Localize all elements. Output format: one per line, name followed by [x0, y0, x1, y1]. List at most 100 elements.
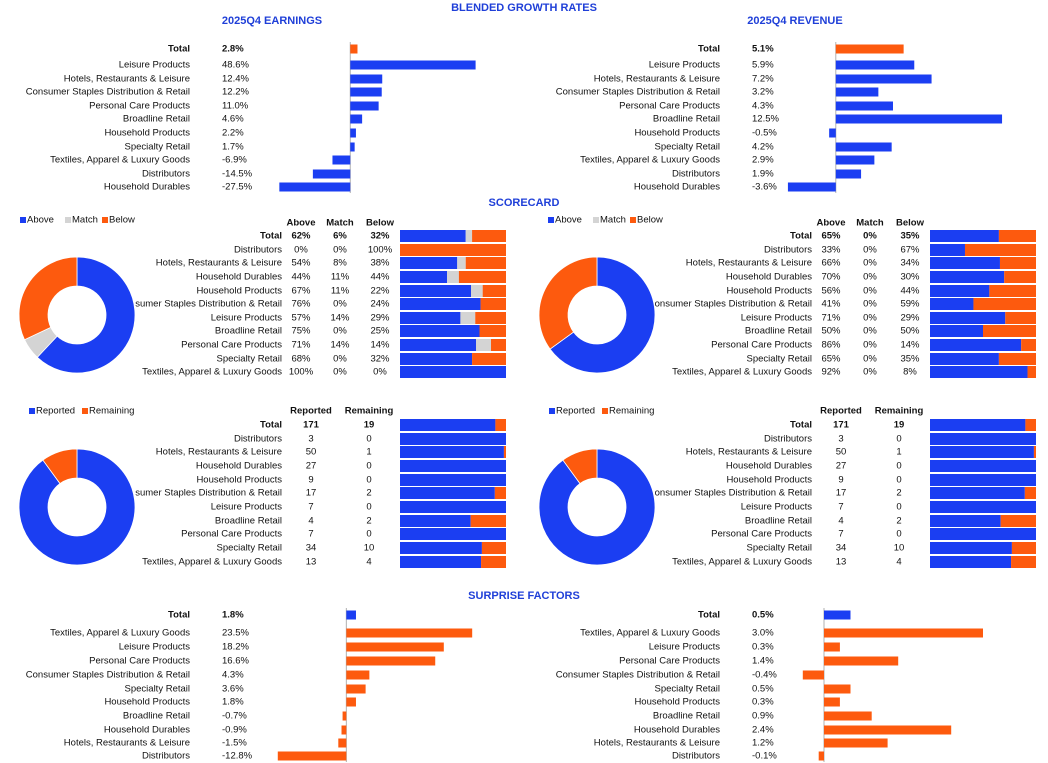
value-label: -0.1% [752, 751, 777, 762]
value-label: 3.2% [752, 87, 774, 98]
bar [824, 684, 851, 694]
value-label: 62% [291, 231, 311, 242]
value-label: 3.0% [752, 628, 774, 639]
value-label: 1.2% [752, 738, 774, 749]
value-label: 33% [821, 245, 841, 256]
value-label: 0.3% [752, 642, 774, 653]
legend-swatch [602, 408, 608, 414]
category-label: Personal Care Products [181, 340, 282, 351]
category-label: Hotels, Restaurants & Leisure [156, 258, 282, 269]
value-label: 16.6% [222, 656, 249, 667]
value-label: 0% [863, 258, 877, 269]
column-header: Above [816, 218, 845, 229]
value-label: 2 [366, 488, 371, 499]
category-label: Household Products [196, 475, 282, 486]
bar [824, 738, 888, 748]
value-label: 2.8% [222, 44, 244, 55]
category-label: Personal Care Products [181, 529, 282, 540]
legend-swatch [65, 217, 71, 223]
stacked-bar [400, 515, 471, 527]
value-label: 0 [896, 529, 901, 540]
donut-slice [36, 256, 136, 374]
value-label: 0.3% [752, 697, 774, 708]
bar [350, 87, 382, 97]
value-label: 19 [894, 420, 905, 431]
value-label: 7.2% [752, 74, 774, 85]
value-label: 92% [821, 367, 841, 378]
category-label: Household Products [104, 697, 190, 708]
category-label: Specialty Retail [125, 142, 190, 153]
value-label: 6% [333, 231, 347, 242]
category-label: Leisure Products [119, 642, 191, 653]
value-label: 65% [821, 354, 841, 365]
value-label: 56% [821, 286, 841, 297]
donut-slice [18, 448, 136, 566]
bar [346, 610, 356, 620]
legend-label: Reported [36, 406, 75, 417]
legend-swatch [20, 217, 26, 223]
legend-label: Below [637, 215, 663, 226]
value-label: 23.5% [222, 628, 249, 639]
stacked-bar [964, 244, 1036, 256]
value-label: -0.7% [222, 711, 247, 722]
category-label: Broadline Retail [123, 114, 190, 125]
value-label: -6.9% [222, 155, 247, 166]
value-label: 41% [821, 299, 841, 310]
stacked-bar [400, 419, 496, 431]
section-title: BLENDED GROWTH RATES [451, 2, 597, 14]
category-label: Hotels, Restaurants & Leisure [64, 738, 190, 749]
value-label: 44% [370, 272, 390, 283]
stacked-bar [471, 285, 483, 297]
value-label: 67% [900, 245, 920, 256]
stacked-bar [479, 325, 506, 337]
bar [835, 155, 875, 165]
value-label: 35% [900, 231, 920, 242]
stacked-bar [998, 353, 1036, 365]
stacked-bar [400, 271, 448, 283]
legend-label: Above [555, 215, 582, 226]
value-label: 86% [821, 340, 841, 351]
category-label: Textiles, Apparel & Luxury Goods [142, 367, 282, 378]
stacked-bar [458, 271, 506, 283]
value-label: 0% [863, 245, 877, 256]
category-label: Leisure Products [211, 313, 283, 324]
stacked-bar [472, 353, 506, 365]
section-title: SCORECARD [489, 197, 560, 209]
value-label: 71% [821, 313, 841, 324]
stacked-bar [1025, 419, 1036, 431]
value-label: 48.6% [222, 60, 249, 71]
stacked-bar [930, 312, 1006, 324]
value-label: 66% [821, 258, 841, 269]
donut-slice [562, 448, 598, 485]
category-label: Household Durables [726, 461, 812, 472]
category-label: Total [698, 44, 720, 55]
stacked-bar [480, 298, 506, 310]
value-label: 12.5% [752, 114, 779, 125]
value-label: 27 [836, 461, 847, 472]
stacked-bar [930, 271, 1005, 283]
bar [341, 725, 347, 735]
bar [824, 628, 983, 638]
category-label: Hotels, Restaurants & Leisure [686, 258, 812, 269]
value-label: -0.4% [752, 670, 777, 681]
category-label: Household Products [634, 697, 720, 708]
stacked-bar [400, 257, 458, 269]
category-label: Consumer Staples Distribution & Retail [648, 299, 812, 310]
stacked-bar [1033, 446, 1036, 458]
value-label: 29% [370, 313, 390, 324]
stacked-bar [400, 433, 506, 445]
category-label: Household Products [726, 475, 812, 486]
category-label: Broadline Retail [215, 516, 282, 527]
value-label: 1.8% [222, 610, 244, 621]
value-label: 14% [330, 313, 350, 324]
category-label: Leisure Products [119, 60, 191, 71]
value-label: 4 [896, 557, 901, 568]
value-label: -0.9% [222, 725, 247, 736]
stacked-bar [400, 556, 482, 568]
donut-slice [538, 256, 598, 350]
category-label: Consumer Staples Distribution & Retail [26, 87, 190, 98]
value-label: 0% [863, 286, 877, 297]
chart-title: 2025Q4 EARNINGS [222, 15, 322, 27]
bar [824, 697, 840, 707]
category-label: Consumer Staples Distribution & Retail [26, 670, 190, 681]
